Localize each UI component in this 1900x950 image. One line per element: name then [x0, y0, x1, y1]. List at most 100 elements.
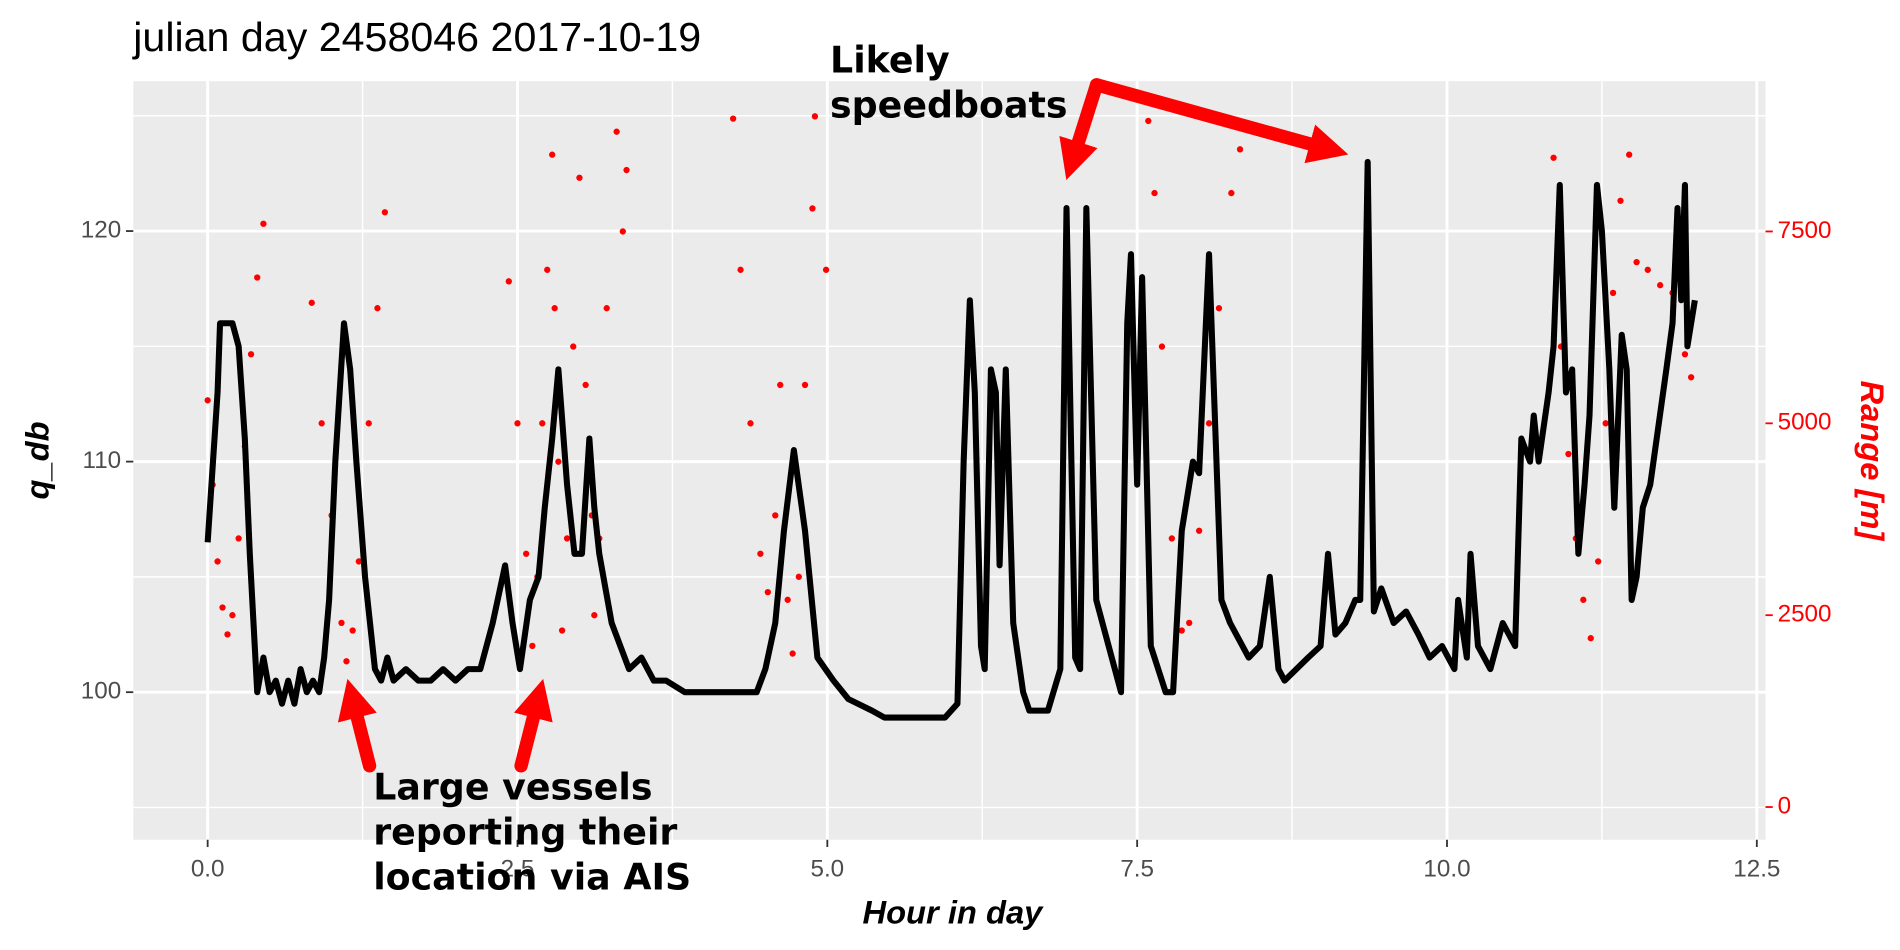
y-axis-label: q_db [18, 421, 55, 499]
point [219, 604, 226, 611]
point [1186, 619, 1193, 627]
point [729, 115, 737, 122]
point [544, 266, 551, 273]
point [343, 658, 350, 665]
point [1151, 189, 1158, 197]
y-tick-label: 120 [81, 216, 121, 243]
point [1205, 420, 1213, 427]
point [1550, 154, 1557, 161]
point [224, 631, 231, 638]
point [1595, 558, 1602, 565]
point [514, 420, 521, 427]
point [619, 228, 626, 235]
x-tick-label: 12.5 [1733, 855, 1780, 882]
point [1633, 259, 1640, 266]
y2-tick-label: 7500 [1778, 217, 1832, 244]
y-tick-label: 100 [81, 678, 121, 705]
point [365, 420, 372, 427]
x-tick-label: 7.5 [1120, 855, 1154, 882]
point [591, 612, 598, 619]
point [1587, 635, 1594, 642]
point [603, 305, 610, 312]
point [1602, 420, 1609, 427]
point [355, 558, 363, 565]
point [1681, 351, 1689, 358]
point [576, 174, 583, 181]
point [563, 535, 571, 542]
point [260, 220, 267, 227]
x-axis-label: Hour in day [862, 893, 1044, 930]
point [747, 420, 754, 427]
point [529, 642, 536, 650]
point [795, 573, 802, 580]
point [801, 381, 809, 389]
y2-tick-label: 0 [1778, 792, 1791, 819]
point [549, 151, 556, 158]
point [809, 205, 816, 212]
point [204, 397, 211, 404]
arrow [1089, 78, 1349, 164]
point [381, 209, 389, 216]
point [1626, 151, 1633, 158]
point [1580, 596, 1587, 603]
point [551, 305, 558, 312]
point [254, 274, 261, 281]
point [582, 381, 589, 389]
point [1644, 266, 1651, 273]
x-tick-label: 5.0 [810, 855, 844, 882]
point [1687, 374, 1695, 381]
point [1158, 343, 1166, 350]
point [1168, 535, 1176, 542]
point [308, 299, 315, 306]
point [1617, 197, 1624, 204]
annotation: Large vessels [373, 766, 652, 809]
arrows [337, 78, 1349, 773]
y2-tick-label: 2500 [1778, 601, 1832, 628]
point [1195, 527, 1203, 534]
point [784, 596, 791, 603]
point [772, 512, 779, 519]
point [555, 458, 562, 465]
point [349, 627, 356, 634]
point [1565, 450, 1572, 458]
annotation: speedboats [830, 84, 1067, 127]
point [214, 558, 221, 565]
annotation: location via AIS [373, 855, 691, 898]
point [1236, 146, 1244, 153]
point [374, 305, 381, 312]
arrow [337, 678, 377, 773]
point [318, 420, 325, 427]
point [737, 266, 744, 273]
chart-title: julian day 2458046 2017-10-19 [132, 14, 701, 60]
point [613, 128, 620, 135]
point [1228, 189, 1235, 197]
point [789, 650, 796, 657]
y2-tick-label: 5000 [1778, 409, 1832, 436]
x-tick-label: 0.0 [191, 855, 225, 882]
point [505, 278, 512, 285]
x-tick-label: 10.0 [1423, 855, 1470, 882]
point [1609, 289, 1617, 296]
arrow [513, 678, 553, 773]
marks [204, 113, 1698, 721]
point [1215, 305, 1223, 312]
point [229, 612, 236, 619]
point [764, 589, 771, 596]
point [811, 113, 819, 120]
arrow [1059, 78, 1104, 181]
point [247, 351, 255, 358]
annotation: Likely [830, 39, 950, 82]
point [1145, 117, 1152, 125]
point [822, 266, 830, 273]
point [1657, 282, 1664, 289]
annotation: reporting their [373, 811, 677, 854]
point [539, 420, 546, 427]
point [338, 619, 345, 627]
point [570, 343, 577, 350]
point [777, 381, 784, 389]
y2-axis-label: Range [m] [1854, 381, 1891, 542]
axes: 0.0 2.5 5.0 7.5 10.0 12.5 100 110 120 0 2500 5000 75… [81, 216, 1832, 882]
